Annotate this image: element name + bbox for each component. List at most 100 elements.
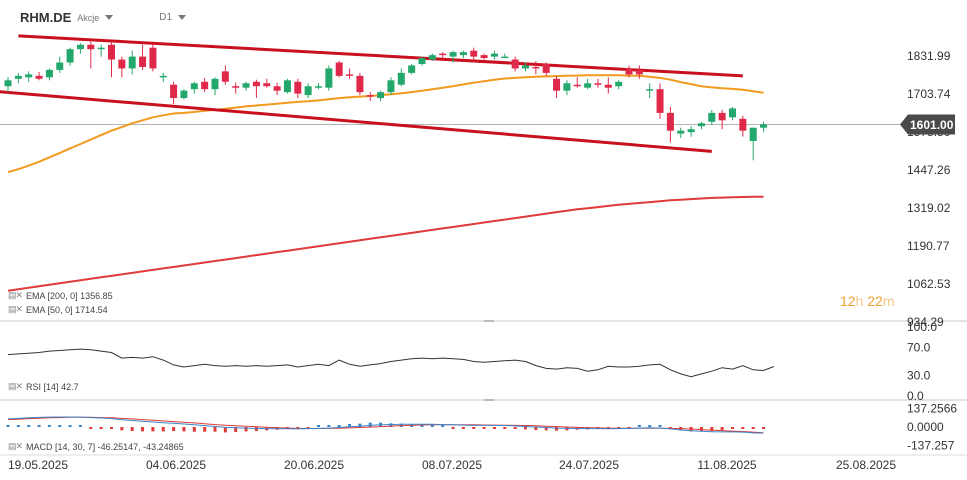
settings-icon[interactable]: ▤✕: [8, 290, 23, 300]
macd-histogram-bar: [534, 427, 538, 431]
date-axis-tick: 08.07.2025: [422, 458, 482, 472]
candle-body: [615, 81, 623, 87]
candle-body: [377, 92, 385, 99]
macd-histogram-bar: [89, 427, 93, 429]
settings-icon[interactable]: ▤✕: [8, 381, 23, 391]
settings-icon[interactable]: ▤✕: [8, 441, 23, 451]
rsi-axis-tick: 70.0: [907, 341, 931, 355]
candle-body: [428, 55, 436, 60]
candle-body: [625, 68, 633, 75]
candle-body: [25, 74, 33, 78]
candle-body: [128, 56, 136, 69]
date-axis-tick: 25.08.2025: [836, 458, 896, 472]
chart-header: RHM.DE Akcje D1: [20, 10, 187, 25]
candle-body: [760, 124, 768, 128]
macd-histogram-bar: [420, 424, 424, 427]
candle-body: [397, 72, 405, 85]
candle-body: [118, 59, 126, 69]
candle-body: [242, 83, 250, 88]
candle-body: [139, 56, 147, 67]
macd-histogram-bar: [182, 427, 186, 432]
pane-resize-handle: [484, 399, 494, 401]
macd-histogram-bar: [472, 427, 476, 429]
candle-body: [542, 63, 550, 73]
rsi-axis-tick: 30.0: [907, 368, 931, 382]
macd-histogram-bar: [648, 425, 652, 427]
candle-body: [263, 83, 271, 87]
macd-histogram-bar: [461, 427, 465, 429]
timeframe-dropdown-icon[interactable]: [178, 15, 187, 20]
macd-histogram-bar: [68, 425, 72, 427]
price-axis-tick: 1447.26: [907, 163, 951, 177]
macd-histogram-bar: [27, 424, 31, 427]
macd-histogram-bar: [492, 427, 496, 429]
macd-histogram-bar: [731, 427, 734, 430]
candle-body: [408, 65, 416, 73]
macd-histogram-bar: [244, 427, 248, 432]
macd-histogram-bar: [130, 427, 134, 432]
macd-histogram-bar: [410, 424, 414, 427]
current-price-label: 1601.00: [910, 118, 954, 132]
candle-body: [221, 71, 229, 82]
rsi-line: [7, 348, 775, 378]
candle-body: [418, 58, 426, 64]
macd-histogram-bar: [317, 425, 320, 427]
price-axis-tick: 1190.77: [907, 239, 950, 253]
candle-body: [335, 62, 343, 76]
macd-histogram-bar: [358, 423, 362, 427]
macd-histogram-bar: [172, 427, 176, 432]
macd-histogram-bar: [16, 424, 20, 427]
macd-histogram-bar: [234, 427, 238, 433]
ema200-line: [7, 195, 764, 292]
rsi-label: RSI [14] 42.7: [26, 381, 79, 392]
macd-histogram-bar: [78, 425, 82, 427]
price-axis-tick: 1062.53: [907, 277, 951, 291]
candle-body: [170, 84, 178, 99]
macd-histogram-bar: [368, 422, 372, 427]
candle-body: [273, 86, 281, 91]
candle-body: [532, 66, 540, 69]
candle-body: [56, 62, 64, 70]
macd-histogram-bar: [141, 427, 145, 432]
ema200-label: EMA [200, 0] 1356.85: [26, 290, 113, 301]
symbol-label[interactable]: RHM.DE: [20, 10, 72, 25]
macd-legend[interactable]: ▤✕ MACD [14, 30, 7] -46.25147, -43.24865: [8, 441, 184, 452]
candle-body: [366, 95, 374, 97]
rsi-legend[interactable]: ▤✕ RSI [14] 42.7: [8, 381, 79, 392]
macd-histogram-bar: [441, 425, 445, 427]
macd-histogram-bar: [710, 427, 714, 432]
candle-body: [656, 89, 664, 113]
macd-histogram-bar: [213, 427, 217, 432]
candle-body: [201, 81, 209, 90]
candle-body: [470, 50, 478, 57]
macd-histogram-bar: [6, 425, 10, 427]
macd-histogram-bar: [348, 423, 352, 427]
macd-histogram-bar: [110, 427, 113, 430]
candle-body: [45, 69, 53, 78]
symbol-dropdown-icon[interactable]: [105, 15, 114, 20]
macd-histogram-bar: [482, 427, 486, 429]
macd-histogram-bar: [151, 427, 155, 432]
macd-histogram-bar: [544, 427, 548, 431]
candle-body: [346, 74, 354, 76]
settings-icon[interactable]: ▤✕: [8, 304, 23, 314]
timeframe-label[interactable]: D1: [159, 12, 173, 23]
candle-body: [283, 80, 291, 93]
macd-histogram-bar: [37, 424, 41, 427]
ema50-legend[interactable]: ▤✕ EMA [50, 0] 1714.54: [8, 304, 108, 315]
macd-histogram-bar: [306, 427, 310, 429]
candle-body: [594, 83, 602, 85]
candle-body: [87, 44, 95, 50]
macd-histogram-bar: [203, 427, 207, 432]
candle-body: [252, 81, 260, 87]
date-axis-tick: 19.05.2025: [8, 458, 68, 472]
candle-body: [66, 49, 74, 63]
macd-histogram-bar: [451, 427, 455, 429]
candle-body: [190, 83, 198, 90]
macd-histogram-bar: [658, 425, 662, 427]
candle-body: [739, 118, 747, 131]
ema200-legend[interactable]: ▤✕ EMA [200, 0] 1356.85: [8, 290, 113, 301]
candle-body: [718, 112, 726, 121]
candle-body: [708, 112, 716, 122]
